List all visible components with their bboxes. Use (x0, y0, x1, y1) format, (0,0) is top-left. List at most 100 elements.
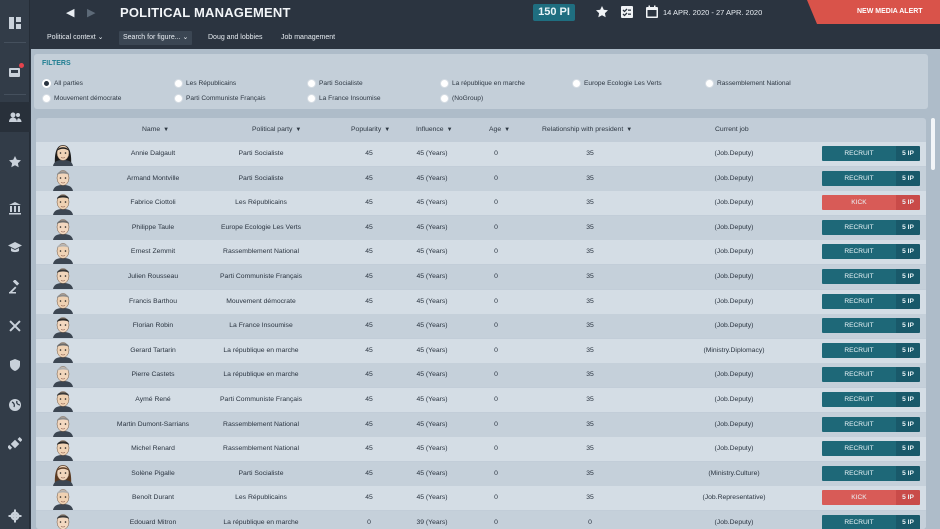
table-row[interactable]: Aymé René Parti Communiste Français 45 45 (… (36, 388, 926, 412)
table-row[interactable]: Philippe Taule Europe Ecologie Les Verts 4… (36, 215, 926, 240)
figure-relationship: 35 (586, 396, 594, 403)
institution-icon[interactable] (0, 193, 30, 223)
table-row[interactable]: Fabrice Ciottoli Les Républicains 45 45 (Ye… (36, 191, 926, 216)
tools-icon[interactable] (0, 311, 30, 341)
kick-button[interactable]: KICK 5 IP (822, 490, 920, 506)
table-row[interactable]: Ernest Zemmit Rassemblement National 45 45 … (36, 240, 926, 265)
recruit-button[interactable]: RECRUIT 5 IP (822, 342, 920, 358)
action-label: RECRUIT (822, 392, 896, 407)
table-row[interactable]: Annie Dalgault Parti Socialiste 45 45 (Year… (36, 142, 926, 166)
dashboard-icon[interactable] (0, 8, 30, 38)
scrollbar[interactable] (931, 118, 935, 170)
recruit-button[interactable]: RECRUIT 5 IP (822, 465, 920, 481)
figure-influence: 45 (Years) (416, 494, 448, 502)
news-icon[interactable] (0, 57, 30, 87)
avatar (50, 339, 76, 363)
doug-and-lobbies-tab[interactable]: Doug and lobbies (208, 34, 263, 41)
figure-relationship: 35 (586, 322, 594, 330)
figure-relationship: 35 (586, 371, 594, 379)
political-context-menu[interactable]: Political context ⌄ (47, 31, 103, 45)
filter-radio[interactable]: Rassemblement National (705, 78, 791, 88)
column-age-header[interactable]: Age ▼ (489, 126, 510, 133)
recruit-button[interactable]: RECRUIT 5 IP (822, 441, 920, 457)
back-arrow-icon[interactable]: ◀ (66, 7, 75, 19)
shield-icon[interactable] (0, 350, 30, 380)
recruit-button[interactable]: RECRUIT 5 IP (822, 146, 920, 161)
forward-arrow-icon[interactable]: ▶ (87, 7, 96, 19)
avatar (50, 265, 76, 289)
table-row[interactable]: Gerard Tartarin La république en marche 45… (36, 338, 926, 363)
table-row[interactable]: Julien Rousseau Parti Communiste Français… (36, 265, 926, 289)
star-icon[interactable] (595, 5, 609, 19)
figure-popularity: 45 (365, 248, 373, 256)
action-cost: 5 IP (896, 515, 920, 529)
recruit-button[interactable]: RECRUIT 5 IP (822, 515, 920, 529)
figure-popularity: 45 (365, 199, 373, 207)
subnav-label: Search for figure... (123, 34, 181, 41)
column-party-header[interactable]: Political party ▼ (252, 126, 301, 133)
table-row[interactable]: Armand Montville Parti Socialiste 45 45 (Ye… (36, 166, 926, 191)
table-row[interactable]: Florian Robin La France Insoumise 45 45 (Ye… (36, 314, 926, 339)
recruit-button[interactable]: RECRUIT 5 IP (822, 269, 920, 284)
table-row[interactable]: Martin Dumont-Sarrians Rassemblement Nati… (36, 412, 926, 437)
table-row[interactable]: Michel Renard Rassemblement National 45 45 … (36, 437, 926, 462)
recruit-button[interactable]: RECRUIT 5 IP (822, 244, 920, 260)
table-row[interactable]: Benoît Durant Les Républicains 45 45 (Years… (36, 486, 926, 511)
satellite-icon[interactable] (0, 429, 30, 459)
settings-icon[interactable] (0, 501, 30, 529)
job-management-tab[interactable]: Job management (281, 34, 336, 41)
recruit-button[interactable]: RECRUIT 5 IP (822, 219, 920, 235)
column-influence-header[interactable]: Influence ▼ (416, 126, 453, 133)
filter-radio[interactable]: Mouvement démocrate (42, 93, 121, 103)
recruit-button[interactable]: RECRUIT 5 IP (822, 293, 920, 309)
calendar-icon[interactable] (645, 5, 659, 19)
figure-popularity: 45 (365, 297, 373, 305)
action-label: KICK (822, 490, 896, 506)
sub-navigation: Political context ⌄ Search for figure...… (31, 27, 940, 49)
education-icon[interactable] (0, 232, 30, 262)
kick-button[interactable]: KICK 5 IP (822, 195, 920, 211)
radio-circle-icon (174, 78, 183, 88)
people-icon[interactable] (0, 102, 30, 132)
table-header: Name ▼ Political party ▼ Popularity ▼ Influ… (36, 118, 926, 142)
column-relationship-header[interactable]: Relationship with president ▼ (542, 126, 632, 133)
filter-radio[interactable]: La France Insoumise (307, 93, 381, 103)
new-media-alert-button[interactable]: NEW MEDIA ALERT (807, 0, 940, 24)
table-row[interactable]: Solène Pigalle Parti Socialiste 45 45 (Year… (36, 461, 926, 486)
column-name-header[interactable]: Name ▼ (142, 126, 169, 133)
filter-radio[interactable]: Parti Communiste Français (174, 93, 266, 103)
search-figure-dropdown[interactable]: Search for figure... ⌄ (119, 31, 193, 45)
action-label: RECRUIT (822, 416, 896, 432)
justice-icon[interactable] (0, 272, 30, 302)
column-popularity-header[interactable]: Popularity ▼ (351, 126, 390, 133)
filter-radio[interactable]: Les Républicains (174, 78, 236, 88)
filter-label: Europe Ecologie Les Verts (584, 79, 662, 87)
figure-name: Fabrice Ciottoli (130, 199, 176, 207)
figure-name: Philippe Taule (131, 223, 175, 231)
filter-radio[interactable]: Europe Ecologie Les Verts (572, 78, 662, 88)
figure-influence: 45 (Years) (416, 248, 448, 256)
table-row[interactable]: Pierre Castets La république en marche 45 4… (36, 363, 926, 388)
recruit-button[interactable]: RECRUIT 5 IP (822, 170, 920, 186)
filter-label: Mouvement démocrate (54, 94, 122, 102)
filter-radio[interactable]: Parti Socialiste (307, 78, 363, 88)
recruit-button[interactable]: RECRUIT 5 IP (822, 416, 920, 432)
date-range: 14 APR. 2020 - 27 APR. 2020 (663, 8, 763, 17)
table-row[interactable]: Edouard Mitron La république en marche 0 39… (36, 511, 926, 529)
filter-radio[interactable]: (NoGroup) (440, 93, 483, 103)
sidebar (0, 0, 30, 529)
figure-party: Europe Ecologie Les Verts (220, 223, 302, 231)
checklist-icon[interactable] (620, 5, 634, 19)
globe-icon[interactable] (0, 390, 30, 420)
figure-popularity: 45 (365, 322, 373, 330)
table-row[interactable]: Francis Barthou Mouvement démocrate 45 45 (… (36, 289, 926, 314)
filter-radio[interactable]: La république en marche (440, 78, 525, 88)
star-icon[interactable] (0, 147, 30, 177)
recruit-button[interactable]: RECRUIT 5 IP (822, 367, 920, 383)
figure-party: Parti Communiste Français (220, 273, 302, 280)
filter-radio[interactable]: All parties (42, 78, 83, 88)
recruit-button[interactable]: RECRUIT 5 IP (822, 392, 920, 407)
column-label: Relationship with president (542, 126, 624, 133)
figure-popularity: 45 (365, 150, 373, 157)
recruit-button[interactable]: RECRUIT 5 IP (822, 318, 920, 334)
